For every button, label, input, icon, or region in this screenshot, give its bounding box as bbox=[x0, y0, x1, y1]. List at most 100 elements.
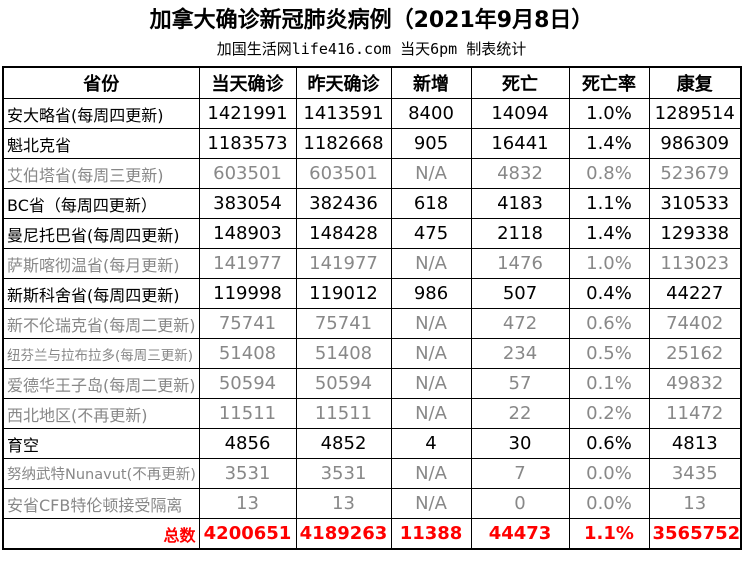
row-label: 萨斯喀彻温省(每月更新) bbox=[2, 248, 200, 279]
table-cell: 3435 bbox=[648, 458, 742, 489]
table-row: 曼尼托巴省(每周四更新) 148903 148428 475 2118 1.4% 12933… bbox=[2, 218, 742, 249]
table-cell: 44473 bbox=[470, 518, 570, 550]
table-cell: 0.1% bbox=[568, 368, 650, 399]
table-cell: 4852 bbox=[295, 428, 392, 459]
table-cell: 57 bbox=[470, 368, 570, 399]
column-header: 昨天确诊 bbox=[295, 66, 392, 99]
row-label: 曼尼托巴省(每周四更新) bbox=[2, 218, 200, 249]
table-cell: 472 bbox=[470, 308, 570, 339]
table-cell: 0 bbox=[470, 488, 570, 519]
table-cell: 141977 bbox=[295, 248, 392, 279]
table-cell: 16441 bbox=[470, 128, 570, 159]
table-cell: 0.0% bbox=[568, 458, 650, 489]
table-cell: 0.6% bbox=[568, 308, 650, 339]
table-cell: 74402 bbox=[648, 308, 742, 339]
table-cell: 1.0% bbox=[568, 98, 650, 129]
table-row: 新不伦瑞克省(每周二更新) 75741 75741 N/A 472 0.6% 74402 bbox=[2, 308, 742, 339]
table-cell: 618 bbox=[390, 188, 472, 219]
table-cell: N/A bbox=[390, 308, 472, 339]
title: 加拿大确诊新冠肺炎病例（2021年9月8日） bbox=[149, 8, 594, 33]
table-cell: 51408 bbox=[198, 338, 297, 369]
table-cell: N/A bbox=[390, 488, 472, 519]
table-cell: 1.1% bbox=[568, 188, 650, 219]
table-cell: 14094 bbox=[470, 98, 570, 129]
row-label: 魁北克省 bbox=[2, 128, 200, 159]
table-cell: 4856 bbox=[198, 428, 297, 459]
table-cell: 13 bbox=[198, 488, 297, 519]
table-cell: 1.1% bbox=[568, 518, 650, 550]
table-cell: 119012 bbox=[295, 278, 392, 309]
table-cell: 0.0% bbox=[568, 488, 650, 519]
row-label: 新不伦瑞克省(每周二更新) bbox=[2, 308, 200, 339]
table-cell: 25162 bbox=[648, 338, 742, 369]
table-cell: 507 bbox=[470, 278, 570, 309]
table-cell: 475 bbox=[390, 218, 472, 249]
table-cell: 3531 bbox=[198, 458, 297, 489]
table-cell: 148903 bbox=[198, 218, 297, 249]
table-cell: 1182668 bbox=[295, 128, 392, 159]
row-label: 努纳武特Nunavut(不再更新) bbox=[2, 458, 200, 489]
table-cell: 1421991 bbox=[198, 98, 297, 129]
table-row: 安大略省(每周四更新) 1421991 1413591 8400 14094 1.0% 12… bbox=[2, 98, 742, 129]
table-cell: 1.4% bbox=[568, 128, 650, 159]
table-row: 总数 4200651 4189263 11388 44473 1.1% 3565752 bbox=[2, 518, 742, 550]
table-row: 萨斯喀彻温省(每月更新) 141977 141977 N/A 1476 1.0% 11302… bbox=[2, 248, 742, 279]
table-cell: 905 bbox=[390, 128, 472, 159]
table-cell: 119998 bbox=[198, 278, 297, 309]
table-cell: 8400 bbox=[390, 98, 472, 129]
row-label: 爱德华王子岛(每周二更新) bbox=[2, 368, 200, 399]
table-cell: 13 bbox=[295, 488, 392, 519]
column-header: 死亡率 bbox=[568, 66, 650, 99]
table-cell: 986 bbox=[390, 278, 472, 309]
table-cell: 30 bbox=[470, 428, 570, 459]
table-cell: 986309 bbox=[648, 128, 742, 159]
header-row: 省份 当天确诊 昨天确诊 新增 死亡 死亡率 康复 bbox=[2, 66, 742, 99]
table-cell: 4200651 bbox=[198, 518, 297, 550]
row-label: 安大略省(每周四更新) bbox=[2, 98, 200, 129]
table-cell: 4189263 bbox=[295, 518, 392, 550]
table-row: 艾伯塔省(每周三更新) 603501 603501 N/A 4832 0.8% 523679 bbox=[2, 158, 742, 189]
table-row: 魁北克省 1183573 1182668 905 16441 1.4% 986309 bbox=[2, 128, 742, 159]
table-cell: N/A bbox=[390, 158, 472, 189]
table-cell: 382436 bbox=[295, 188, 392, 219]
row-label: 安省CFB特伦顿接受隔离 bbox=[2, 488, 200, 519]
row-label: 纽芬兰与拉布拉多(每周三更新) bbox=[2, 338, 200, 369]
row-label: 育空 bbox=[2, 428, 200, 459]
table-cell: 0.5% bbox=[568, 338, 650, 369]
table-cell: 0.2% bbox=[568, 398, 650, 429]
table-cell: 49832 bbox=[648, 368, 742, 399]
table-cell: 1289514 bbox=[648, 98, 742, 129]
table-cell: 4183 bbox=[470, 188, 570, 219]
table-row: 西北地区(不再更新) 11511 11511 N/A 22 0.2% 11472 bbox=[2, 398, 742, 429]
table-cell: 113023 bbox=[648, 248, 742, 279]
table-cell: 234 bbox=[470, 338, 570, 369]
table-cell: N/A bbox=[390, 368, 472, 399]
table-cell: 383054 bbox=[198, 188, 297, 219]
table-cell: 141977 bbox=[198, 248, 297, 279]
table-cell: 1.4% bbox=[568, 218, 650, 249]
table-cell: 1183573 bbox=[198, 128, 297, 159]
table-row: BC省（每周四更新） 383054 382436 618 4183 1.1% 310533 bbox=[2, 188, 742, 219]
table-cell: 13 bbox=[648, 488, 742, 519]
table-cell: 1413591 bbox=[295, 98, 392, 129]
table-cell: N/A bbox=[390, 398, 472, 429]
table-cell: 11472 bbox=[648, 398, 742, 429]
table-cell: 50594 bbox=[295, 368, 392, 399]
table-cell: N/A bbox=[390, 458, 472, 489]
table-cell: 22 bbox=[470, 398, 570, 429]
table-row: 育空 4856 4852 4 30 0.6% 4813 bbox=[2, 428, 742, 459]
table-row: 努纳武特Nunavut(不再更新) 3531 3531 N/A 7 0.0% 3435 bbox=[2, 458, 742, 489]
table-row: 爱德华王子岛(每周二更新) 50594 50594 N/A 57 0.1% 49832 bbox=[2, 368, 742, 399]
table-cell: 50594 bbox=[198, 368, 297, 399]
table-cell: 3565752 bbox=[648, 518, 742, 550]
table: 省份 当天确诊 昨天确诊 新增 死亡 死亡率 康复 安大略省(每周四更新) 1421991 14… bbox=[2, 66, 742, 550]
table-cell: 523679 bbox=[648, 158, 742, 189]
table-cell: 7 bbox=[470, 458, 570, 489]
column-header: 省份 bbox=[2, 66, 200, 99]
row-label: BC省（每周四更新） bbox=[2, 188, 200, 219]
table-cell: N/A bbox=[390, 248, 472, 279]
table-cell: 4813 bbox=[648, 428, 742, 459]
table-cell: 11388 bbox=[390, 518, 472, 550]
table-cell: 0.4% bbox=[568, 278, 650, 309]
